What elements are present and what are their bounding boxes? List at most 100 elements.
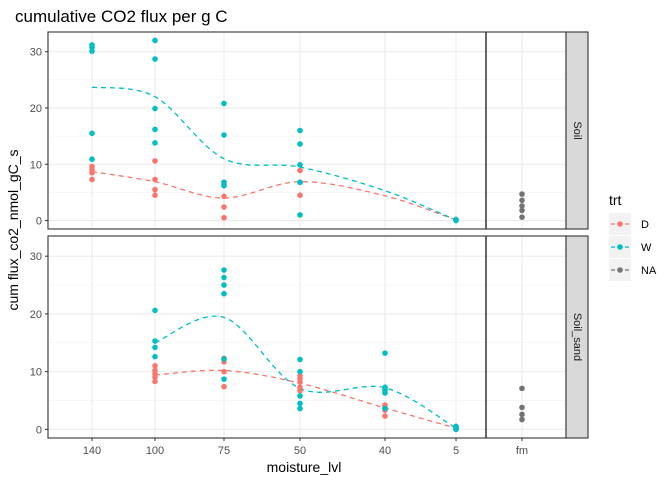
data-point-w	[297, 162, 303, 168]
data-point-w	[221, 274, 227, 281]
data-point-w	[152, 353, 158, 360]
data-point-w	[297, 400, 303, 407]
data-point-d	[152, 158, 158, 164]
legend-label: D	[641, 219, 649, 231]
data-point-d	[221, 204, 227, 210]
facet-panels: 0 10 20 30 Soil 0 10 20 30 Soil_sand 140 100 75 50 40 5…	[30, 31, 589, 457]
y-tick-label: 20	[30, 103, 42, 115]
data-point-w	[297, 356, 303, 363]
data-point-w	[297, 127, 303, 134]
data-point-w	[152, 37, 158, 44]
data-point-na	[519, 203, 525, 209]
y-tick-label: 20	[30, 309, 42, 321]
panel-soil-sand: 0 10 20 30 Soil_sand	[30, 235, 589, 439]
data-point-d	[297, 192, 303, 199]
data-point-w	[152, 307, 158, 314]
data-point-d	[221, 383, 227, 390]
data-point-d	[297, 372, 303, 379]
y-tick-label: 10	[30, 367, 42, 379]
x-tick-label: 40	[379, 445, 391, 457]
data-point-w	[89, 48, 95, 54]
data-point-w	[382, 405, 388, 412]
data-point-d	[89, 176, 95, 183]
data-point-w	[221, 100, 227, 107]
panel-soil: 0 10 20 30 Soil	[30, 31, 589, 230]
legend-keys: DW NA	[609, 213, 657, 281]
data-point-w	[89, 42, 95, 48]
data-point-w	[152, 344, 158, 351]
data-point-d	[297, 384, 303, 391]
x-axis: 140 100 75 50 40 5 fm	[83, 438, 528, 457]
data-point-d	[152, 367, 158, 374]
panel-background	[48, 32, 566, 229]
y-tick-label: 0	[36, 424, 42, 436]
panel-background	[48, 236, 566, 438]
data-point-d	[221, 193, 227, 200]
data-point-d	[297, 167, 303, 174]
x-tick-label: 50	[294, 445, 306, 457]
data-point-w	[221, 132, 227, 138]
legend: trt DW NA	[609, 192, 657, 281]
data-point-na	[519, 404, 525, 411]
data-point-d	[152, 186, 158, 193]
data-point-na	[519, 416, 525, 423]
data-point-w	[89, 156, 95, 163]
x-tick-label: 140	[83, 445, 101, 457]
facet-strip	[565, 235, 589, 439]
facet-strip	[565, 31, 589, 230]
data-point-d	[152, 192, 158, 199]
y-tick-label: 30	[30, 47, 42, 59]
data-point-w	[221, 179, 227, 186]
data-point-w	[453, 423, 459, 430]
x-axis-title: moisture_lvl	[267, 459, 342, 475]
legend-title: trt	[609, 192, 622, 208]
x-tick-label: fm	[516, 445, 528, 457]
y-tick-label: 10	[30, 159, 42, 171]
legend-label: W	[641, 242, 652, 254]
data-point-d	[152, 363, 158, 369]
y-tick-label: 0	[36, 216, 42, 228]
y-axis-title: cum flux_co2_nmol_gC_s	[5, 149, 21, 310]
data-point-w	[297, 393, 303, 399]
data-point-na	[519, 411, 525, 418]
data-point-w	[297, 368, 303, 375]
data-point-w	[297, 405, 303, 412]
chart-title: cumulative CO2 flux per g C	[15, 7, 228, 26]
x-tick-label: 100	[146, 445, 164, 457]
data-point-na	[519, 191, 525, 197]
legend-key-d: D	[609, 213, 649, 235]
data-point-d	[89, 163, 95, 170]
x-tick-label: 75	[218, 445, 230, 457]
data-point-w	[152, 105, 158, 112]
data-point-na	[519, 197, 525, 204]
data-point-w	[221, 356, 227, 362]
data-point-w	[382, 384, 388, 391]
data-point-d	[382, 413, 388, 419]
facet-strip-label: Soil	[571, 121, 583, 139]
data-point-w	[152, 338, 158, 344]
facet-strip-label: Soil_sand	[571, 313, 583, 361]
data-point-w	[297, 179, 303, 186]
data-point-w	[89, 130, 95, 137]
legend-key-w: W	[609, 236, 652, 258]
data-point-d	[221, 214, 227, 221]
trend-line-w	[91, 86, 457, 221]
legend-key-point	[617, 221, 623, 227]
data-point-w	[152, 126, 158, 133]
data-point-d	[221, 368, 227, 375]
legend-key-point	[617, 244, 623, 250]
data-point-w	[453, 216, 459, 223]
legend-key-point	[617, 267, 623, 273]
data-point-w	[221, 282, 227, 288]
x-tick-label: 5	[453, 445, 459, 457]
data-point-w	[152, 140, 158, 146]
data-point-w	[221, 267, 227, 273]
data-point-w	[221, 376, 227, 382]
data-point-na	[519, 207, 525, 214]
data-point-w	[152, 56, 158, 62]
data-point-d	[152, 378, 158, 385]
legend-key-na: NA	[609, 259, 657, 281]
data-point-na	[519, 214, 525, 220]
data-point-w	[221, 290, 227, 297]
